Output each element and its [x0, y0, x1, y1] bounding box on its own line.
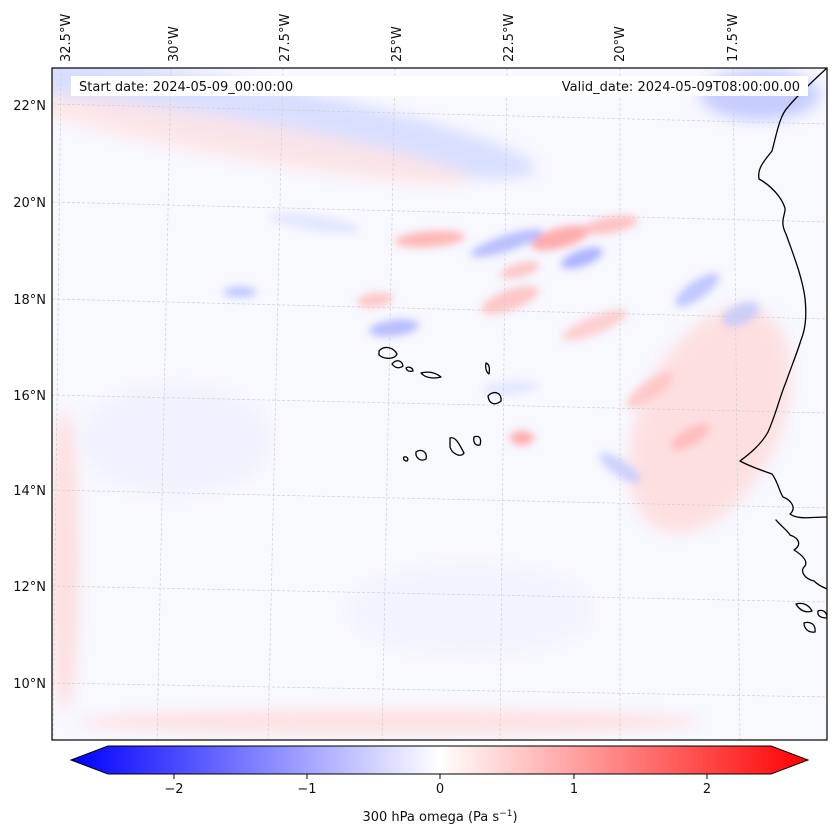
lon-label-30w: 30°W — [167, 26, 182, 62]
colorbar-tick-label-1: 1 — [570, 782, 578, 797]
lon-label-20w: 20°W — [613, 26, 628, 62]
colorbar-ticks — [173, 774, 708, 779]
longitude-tick-labels: 32.5°W 30°W 27.5°W 25°W 22.5°W 20°W 17.5… — [59, 14, 741, 62]
cell-blue-1 — [470, 229, 544, 257]
colorbar-tick-label-minus-2: −2 — [164, 782, 183, 797]
lon-label-17-5w: 17.5°W — [726, 14, 741, 62]
colorbar-tick-label-minus-1: −1 — [297, 782, 316, 797]
colorbar-bar — [69, 745, 810, 775]
gridline-lat-12n — [52, 585, 827, 603]
lat-label-10n: 10°N — [13, 677, 46, 692]
cell-red-1 — [395, 230, 465, 248]
anomaly-south-central — [350, 565, 590, 655]
coastlines — [378, 68, 827, 633]
cell-blue-8 — [270, 212, 360, 234]
cell-blue-6 — [722, 301, 760, 327]
gridline-lat-20n — [52, 201, 827, 223]
island-boa-vista — [487, 391, 502, 405]
lon-label-32-5w: 32.5°W — [59, 14, 74, 62]
gridline-lat-16n — [52, 394, 827, 414]
anomaly-south-edge — [80, 710, 700, 734]
colorbar-label-close: ) — [512, 810, 517, 825]
anomaly-northwest-positive — [52, 95, 472, 185]
lat-label-20n: 20°N — [13, 196, 46, 211]
cell-red-3 — [582, 215, 638, 235]
cell-blue-9 — [482, 380, 538, 396]
gridline-lat-10n — [52, 682, 827, 698]
island-santo-antao — [378, 346, 398, 359]
colorbar-tick-labels: −2 −1 0 1 2 — [164, 782, 711, 797]
island-sao-vicente — [391, 360, 404, 369]
valid-date-label: Valid_date: 2024-05-09T08:00:00.00 — [562, 80, 800, 95]
island-sao-nicolau — [420, 371, 442, 379]
lat-label-16n: 16°N — [13, 389, 46, 404]
cell-red-8 — [510, 431, 534, 445]
colorbar-tick-label-0: 0 — [436, 782, 444, 797]
lat-label-12n: 12°N — [13, 580, 46, 595]
map-gridlines — [52, 68, 827, 740]
date-header-background — [71, 76, 808, 96]
cell-red-10 — [500, 261, 540, 279]
cell-blue-2 — [561, 247, 603, 269]
african-coastline — [739, 68, 827, 519]
colorbar-label-main: 300 hPa omega (Pa s — [362, 810, 499, 825]
anomaly-west-edge — [52, 410, 79, 710]
lat-label-14n: 14°N — [13, 484, 46, 499]
colorbar-label-superscript: −1 — [499, 809, 512, 819]
map-panel: Start date: 2024-05-09_00:00:00 Valid_da… — [13, 14, 828, 741]
lat-label-22n: 22°N — [13, 99, 46, 114]
coast-bijagos — [795, 602, 827, 633]
cell-red-6 — [562, 309, 628, 341]
gridline-lon-27-5w — [267, 68, 284, 740]
map-frame — [51, 67, 828, 741]
anomaly-central-west — [80, 385, 270, 495]
island-santa-luzia — [405, 366, 414, 373]
gridline-lat-14n — [52, 489, 827, 509]
lon-label-25w: 25°W — [390, 26, 405, 62]
colorbar-tick-label-2: 2 — [703, 782, 711, 797]
gridline-lon-25w — [381, 68, 396, 740]
island-brava — [402, 456, 409, 462]
gridline-lat-22n — [52, 103, 827, 125]
cell-blue-4 — [369, 319, 419, 337]
lon-label-22-5w: 22.5°W — [502, 14, 517, 62]
anomaly-east-coast — [628, 307, 792, 533]
gridline-lon-22-5w — [499, 68, 508, 740]
cell-blue-5 — [675, 273, 719, 307]
colorbar-label: 300 hPa omega (Pa s−1) — [362, 809, 517, 825]
lat-label-18n: 18°N — [13, 293, 46, 308]
start-date-label: Start date: 2024-05-09_00:00:00 — [79, 80, 293, 95]
cell-red-9 — [670, 424, 710, 450]
cell-blue-3 — [223, 287, 257, 297]
colorbar: −2 −1 0 1 2 300 hPa omega (Pa s−1) — [69, 745, 810, 825]
cell-red-4 — [481, 286, 539, 314]
lon-label-27-5w: 27.5°W — [278, 14, 293, 62]
gridline-lon-17-5w — [732, 68, 741, 740]
gridline-lon-30w — [156, 68, 172, 740]
latitude-tick-labels: 22°N 20°N 18°N 16°N 14°N 12°N 10°N — [13, 99, 46, 692]
gridline-lat-18n — [52, 298, 827, 320]
island-sal — [484, 362, 491, 375]
gridline-lon-32-5w — [52, 68, 62, 740]
island-maio — [473, 435, 482, 446]
coast-south-detail — [775, 519, 827, 590]
island-fogo — [415, 449, 427, 461]
cell-red-7 — [626, 372, 674, 408]
cell-red-2 — [530, 225, 590, 251]
island-santiago — [449, 437, 465, 456]
cell-red-5 — [357, 292, 393, 308]
